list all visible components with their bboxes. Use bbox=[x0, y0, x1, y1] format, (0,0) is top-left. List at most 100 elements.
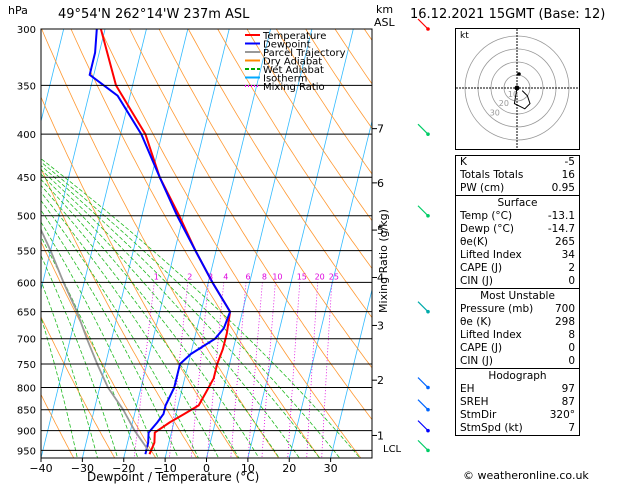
pressure-tick-label: 550 bbox=[17, 247, 36, 258]
mixing-ratio-line bbox=[306, 282, 319, 458]
table-row: Pressure (mb) 700 bbox=[456, 303, 579, 316]
mixing-ratio-label: 4 bbox=[223, 272, 228, 281]
isotherm-line bbox=[247, 29, 354, 458]
row-label: Pressure (mb) bbox=[460, 303, 534, 315]
row-label: StmSpd (kt) bbox=[460, 422, 523, 434]
row-label: CAPE (J) bbox=[460, 262, 503, 274]
wind-barb bbox=[417, 18, 430, 31]
table-row: θe(K) 265 bbox=[456, 236, 579, 249]
row-label: Lifted Index bbox=[460, 249, 522, 261]
mixing-ratio-label: 3 bbox=[208, 272, 213, 281]
legend-label: Temperature bbox=[262, 31, 326, 42]
row-label: PW (cm) bbox=[460, 182, 505, 194]
row-value: 0 bbox=[568, 275, 575, 287]
table-row: θe (K) 298 bbox=[456, 316, 579, 329]
hodograph-trace bbox=[513, 87, 531, 110]
isotherm-line bbox=[41, 29, 65, 123]
mixing-ratio-label: 20 bbox=[315, 272, 325, 281]
row-value: 0 bbox=[568, 355, 575, 367]
hodograph-ring-label: 30 bbox=[490, 108, 500, 117]
hodograph-panel: kt 10 20 30 bbox=[455, 28, 580, 150]
table-row: CAPE (J) 0 bbox=[456, 342, 579, 355]
mixing-ratio-line bbox=[321, 282, 333, 458]
table-row: StmDir 320° bbox=[456, 409, 579, 422]
mixing-ratio-label: 10 bbox=[272, 272, 282, 281]
dry-adiabat-line bbox=[70, 29, 321, 458]
isotherm-line bbox=[206, 29, 313, 458]
x-tick-label: 20 bbox=[282, 462, 296, 475]
isotherm-line bbox=[41, 29, 106, 292]
wet-adiabat-line bbox=[41, 199, 199, 458]
x-tick-label: −20 bbox=[112, 462, 135, 475]
mixing-ratio-label: 2 bbox=[187, 272, 192, 281]
table-row: CIN (J) 0 bbox=[456, 275, 579, 288]
row-label: CIN (J) bbox=[460, 355, 493, 367]
km-tick-label: 5 bbox=[377, 224, 384, 237]
row-label: θe (K) bbox=[460, 316, 492, 328]
km-tick-label: 7 bbox=[377, 123, 384, 136]
dry-adiabat-line bbox=[275, 29, 372, 175]
row-value: 700 bbox=[554, 303, 575, 315]
pressure-tick-label: 750 bbox=[17, 360, 36, 371]
hpa-unit: hPa bbox=[8, 4, 28, 17]
km-tick-label: 6 bbox=[377, 177, 384, 190]
mixing-ratio-label: 1 bbox=[154, 272, 159, 281]
table-row: EH 97 bbox=[456, 383, 579, 396]
legend-label: Mixing Ratio bbox=[263, 82, 325, 93]
pressure-tick-label: 450 bbox=[17, 173, 36, 184]
table-row: Temp (°C) -13.1 bbox=[456, 210, 579, 223]
row-value: -13.1 bbox=[547, 210, 575, 222]
copyright: © weatheronline.co.uk bbox=[463, 469, 589, 482]
dry-adiabat-line bbox=[217, 29, 372, 270]
row-label: SREH bbox=[460, 396, 489, 408]
dry-adiabat-line bbox=[99, 29, 362, 458]
table-row: Lifted Index 8 bbox=[456, 329, 579, 342]
dewpoint-series-line bbox=[88, 29, 232, 455]
pressure-tick-label: 500 bbox=[17, 212, 36, 223]
isotherm-line bbox=[288, 119, 372, 458]
temperature-series-line bbox=[99, 29, 232, 455]
pressure-tick-label: 650 bbox=[17, 308, 36, 319]
legend-label: Parcel Trajectory bbox=[263, 48, 346, 59]
table-row: Totals Totals 16 bbox=[456, 169, 579, 182]
pressure-tick-label: 850 bbox=[17, 406, 36, 417]
dry-adiabat-line bbox=[246, 29, 372, 222]
pressure-tick-label: 700 bbox=[17, 335, 36, 346]
mixing-ratio-axis-label: Mixing Ratio (g/kg) bbox=[376, 209, 390, 313]
wet-adiabat-line bbox=[41, 158, 361, 458]
wet-adiabat-line bbox=[41, 191, 219, 458]
km-tick-label: 3 bbox=[377, 319, 384, 332]
x-axis-label: Dewpoint / Temperature (°C) bbox=[87, 470, 260, 484]
hodograph-rows: EH 97 SREH 87 StmDir 320° StmSpd (kt) 7 bbox=[456, 383, 579, 435]
row-value: 97 bbox=[561, 383, 575, 395]
x-tick-label: 30 bbox=[324, 462, 338, 475]
row-label: CAPE (J) bbox=[460, 342, 503, 354]
km-tick-label: 1 bbox=[377, 429, 384, 442]
row-value: 7 bbox=[568, 422, 575, 434]
pressure-tick-label: 800 bbox=[17, 384, 36, 395]
isotherm-line bbox=[123, 29, 230, 458]
wet-adiabat-line bbox=[41, 169, 300, 458]
hodograph-ring-label: 20 bbox=[499, 99, 509, 108]
pressure-tick-label: 600 bbox=[17, 278, 36, 289]
wet-adiabat-line bbox=[41, 161, 341, 458]
parcel-trajectory-series-line bbox=[41, 227, 150, 451]
x-tick-label: 10 bbox=[241, 462, 255, 475]
wind-barb bbox=[417, 377, 430, 390]
isotherm-line bbox=[330, 287, 372, 458]
hodograph-ring-label: 10 bbox=[508, 90, 518, 99]
mixing-ratio-line bbox=[287, 282, 301, 458]
pressure-tick-label: 350 bbox=[17, 81, 36, 92]
row-label: Lifted Index bbox=[460, 329, 522, 341]
wet-adiabat-line bbox=[41, 178, 260, 458]
hodograph-point bbox=[517, 72, 521, 76]
wind-barb bbox=[417, 123, 430, 136]
dry-adiabat-line bbox=[129, 29, 372, 421]
wet-adiabat-line bbox=[41, 165, 320, 458]
x-tick-label: −30 bbox=[71, 462, 94, 475]
x-tick-label: −10 bbox=[154, 462, 177, 475]
asl-unit: ASL bbox=[374, 16, 395, 29]
km-tick-label: 2 bbox=[377, 374, 384, 387]
legend-label: Isotherm bbox=[263, 74, 307, 85]
